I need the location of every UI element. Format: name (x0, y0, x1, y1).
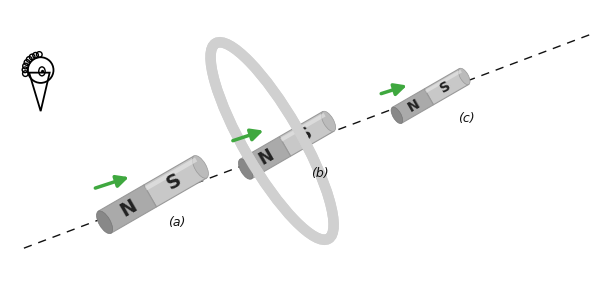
Text: (b): (b) (311, 167, 329, 180)
Text: (c): (c) (458, 112, 475, 125)
Polygon shape (98, 185, 157, 233)
Ellipse shape (321, 111, 335, 131)
Ellipse shape (96, 211, 112, 233)
Polygon shape (240, 137, 291, 179)
Text: (a): (a) (167, 216, 185, 229)
Polygon shape (425, 69, 469, 105)
Polygon shape (425, 70, 462, 93)
Polygon shape (280, 113, 326, 142)
Text: S: S (296, 124, 316, 145)
Text: N: N (117, 196, 141, 221)
Text: S: S (438, 79, 454, 96)
Ellipse shape (193, 156, 209, 178)
Text: N: N (255, 146, 277, 169)
Circle shape (41, 70, 44, 73)
Polygon shape (145, 158, 197, 190)
Ellipse shape (391, 107, 402, 124)
Text: N: N (405, 97, 422, 114)
Ellipse shape (459, 68, 470, 85)
Polygon shape (144, 156, 207, 207)
Text: S: S (163, 170, 185, 194)
Polygon shape (279, 112, 334, 156)
Ellipse shape (239, 159, 253, 179)
Polygon shape (392, 89, 434, 123)
